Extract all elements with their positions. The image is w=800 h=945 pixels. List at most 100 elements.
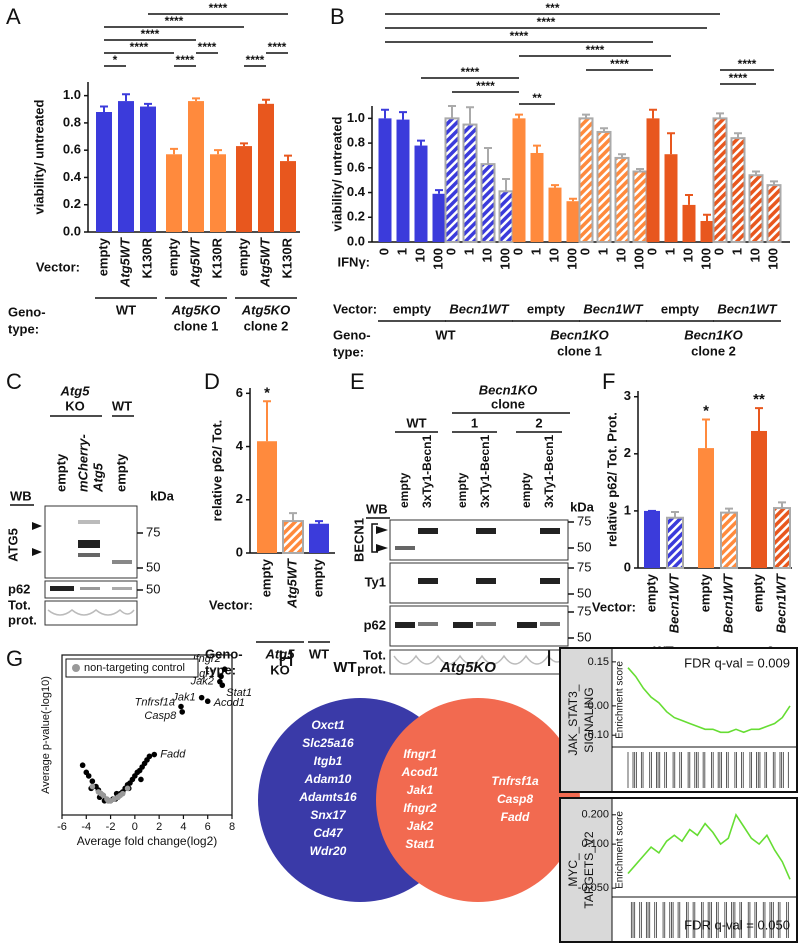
gsea-title: SIGNALING [582, 687, 596, 752]
error-bar [618, 153, 626, 158]
y-tick-label: 6 [236, 385, 243, 400]
blot-band [540, 578, 560, 584]
bar [236, 146, 252, 232]
marker-label: 50 [146, 581, 160, 596]
group-label: clone 2 [244, 318, 289, 333]
x-tick-label: 100 [698, 248, 713, 270]
significance: ** [532, 91, 542, 105]
lane-label: empty [519, 472, 533, 508]
x-tick-label: 0 [376, 248, 391, 255]
blot-band [540, 622, 560, 626]
y-tick-label: 0.00 [588, 700, 609, 712]
error-bar [702, 418, 710, 449]
blot-band [112, 587, 132, 590]
wb-label: WB [366, 501, 388, 516]
data-point [98, 790, 104, 797]
y-tick-label: 0.2 [63, 196, 81, 211]
vector-group-label: Becn1WT [717, 301, 777, 316]
bar [766, 184, 782, 243]
panel-letter: I [546, 646, 552, 671]
y-axis-label: Enrichment score [615, 811, 626, 889]
y-axis-label: Enrichment score [615, 661, 626, 739]
wb-label: WB [10, 488, 32, 503]
x-tick-label: 100 [631, 248, 646, 270]
venn-gene: Tnfrsf1a [491, 774, 539, 788]
data-point [146, 753, 153, 760]
bar [512, 118, 526, 242]
blot-header: clone [491, 396, 525, 411]
y-tick-label: 0.15 [588, 656, 609, 668]
vector-group-label: empty [393, 301, 432, 316]
blot-band [476, 622, 496, 626]
lane-label: 3xTy1-Becn1 [478, 435, 492, 508]
blot-band [78, 553, 100, 557]
significance: **** [176, 53, 195, 67]
data-point [89, 783, 96, 790]
data-point [105, 797, 111, 804]
gsea-strip [561, 649, 612, 791]
data-point [218, 673, 224, 680]
blot-header: WT [112, 398, 132, 413]
y-axis-label: relative p62/ Tot. [209, 420, 224, 522]
venn-gene: Jak2 [407, 819, 434, 833]
blot-band [395, 622, 415, 628]
error-bar [533, 144, 541, 153]
venn-gene: Acod1 [401, 765, 439, 779]
genotype-label: type: [205, 662, 236, 677]
error-bar [263, 400, 271, 442]
x-tick-label: empty [750, 573, 765, 612]
bar [444, 117, 460, 243]
y-tick-label: 1 [624, 502, 631, 517]
x-tick-label: empty [235, 237, 250, 276]
data-point [85, 773, 92, 779]
group-label: WT [309, 646, 329, 661]
error-bar [262, 98, 270, 104]
error-bar [502, 177, 510, 192]
significance: **** [461, 65, 480, 79]
panel-letter: C [6, 369, 22, 394]
genotype-label: Geno- [333, 327, 371, 342]
blot-box [389, 519, 569, 561]
bar [432, 193, 446, 242]
x-tick-label: -2 [106, 821, 116, 833]
error-bar [100, 105, 108, 112]
panel-letter: B [330, 4, 345, 29]
blot-band [418, 578, 438, 584]
genotype-label: Geno- [8, 304, 46, 319]
panel-letter: H [278, 646, 294, 671]
error-bar [551, 184, 559, 188]
x-tick-label: 0 [132, 821, 138, 833]
legend-label: non-targeting control [84, 662, 185, 674]
y-tick-label: 0.2 [347, 209, 365, 224]
bar [748, 174, 764, 243]
lane-label: mCherry- [75, 434, 90, 492]
bar [596, 130, 612, 243]
x-tick-label: Becn1WT [720, 573, 735, 633]
bar [166, 154, 182, 232]
blot-band [540, 528, 560, 534]
error-bar [778, 501, 786, 509]
venn-gene: Itgb1 [314, 754, 343, 768]
x-tick-label: K130R [279, 237, 294, 278]
x-tick-label: 100 [430, 248, 445, 270]
vector-label: Vector: [209, 597, 253, 612]
significance: **** [209, 1, 228, 15]
x-tick-label: 10 [680, 248, 695, 262]
venn-gene: Jak1 [407, 783, 434, 797]
point-label: Fadd [160, 748, 186, 760]
gsea-title: JAK_STAT3_ [566, 684, 580, 755]
error-bar [448, 105, 456, 119]
error-bar [703, 213, 711, 221]
marker-label: 50 [146, 559, 160, 574]
y-axis-label: relative p62/ Tot. Prot. [604, 412, 619, 547]
error-bar [725, 507, 733, 513]
vector-label: Vector: [36, 259, 80, 274]
x-tick-label: 10 [747, 248, 762, 262]
bar [462, 123, 478, 243]
venn-gene: Adam10 [304, 772, 352, 786]
genotype-label: type: [333, 344, 364, 359]
lane-label: 3xTy1-Becn1 [420, 435, 434, 508]
blot-row-label: p62 [364, 617, 386, 632]
y-tick-label: 1.0 [347, 110, 365, 125]
data-point [221, 666, 228, 673]
